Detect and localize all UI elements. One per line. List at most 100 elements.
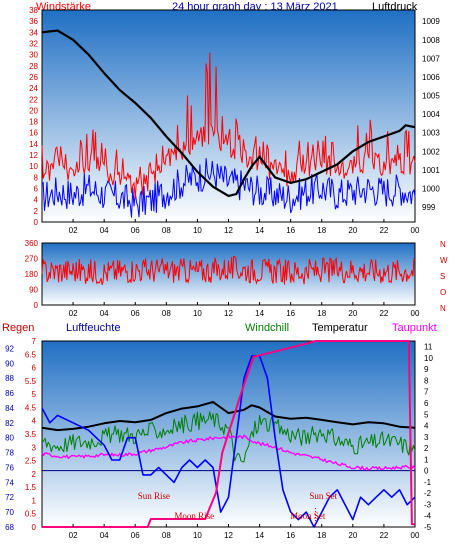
dir-x-tick-label: 12 <box>224 309 233 318</box>
pressure-axis-label: 1001 <box>422 166 440 175</box>
annotation-label: Moon Set <box>290 511 326 521</box>
top-x-tick-label: 12 <box>224 226 233 235</box>
humidity-axis-label: 88 <box>5 374 14 383</box>
wind-axis-label: 26 <box>29 73 38 82</box>
temperature-axis-label: 10 <box>424 354 433 363</box>
wind-axis-label: 8 <box>34 173 39 182</box>
series-regen-line <box>42 340 415 528</box>
dir-x-tick-label: 02 <box>69 309 78 318</box>
pressure-axis-label: 999 <box>422 203 436 212</box>
wind-axis-label: 4 <box>34 196 39 205</box>
humidity-axis-label: 90 <box>5 359 14 368</box>
bot-x-tick-label: 12 <box>224 531 233 540</box>
wind-speed-band <box>41 158 416 218</box>
wind-axis-label: 22 <box>29 95 38 104</box>
pressure-axis-label: 1006 <box>422 73 440 82</box>
humidity-axis-label: 76 <box>5 463 14 472</box>
legend-temperature: Temperatur <box>312 322 368 334</box>
dir-x-tick-label: 04 <box>100 309 109 318</box>
top-panel-marks: 0246810121416182022242628303234363899910… <box>29 6 440 235</box>
bot-x-tick-label: 18 <box>317 531 326 540</box>
wind-axis-label: 38 <box>29 6 38 15</box>
bot-x-tick-label: 02 <box>69 531 78 540</box>
rain-axis-label: 1 <box>32 496 37 505</box>
temperature-axis-label: 5 <box>424 410 429 419</box>
wind-axis-label: 0 <box>34 218 39 227</box>
direction-axis-label: 0 <box>34 301 39 310</box>
humidity-axis-label: 74 <box>5 478 14 487</box>
rain-axis-label: 4 <box>32 417 37 426</box>
wind-axis-label: 16 <box>29 129 38 138</box>
humidity-axis-label: 80 <box>5 434 14 443</box>
top-x-tick-label: 16 <box>286 226 295 235</box>
top-x-tick-label: 18 <box>317 226 326 235</box>
top-x-tick-label: 06 <box>131 226 140 235</box>
annotation-label: Sun Set <box>309 491 337 501</box>
wind-axis-label: 10 <box>29 162 38 171</box>
wind-axis-label: 12 <box>29 151 38 160</box>
compass-label: S <box>440 272 445 281</box>
wind-axis-label: 36 <box>29 17 38 26</box>
pressure-axis-label: 1005 <box>422 92 440 101</box>
top-x-tick-label: 20 <box>348 226 357 235</box>
rain-axis-label: 7 <box>32 337 37 346</box>
dir-x-tick-label: 16 <box>286 309 295 318</box>
top-x-tick-label: 22 <box>379 226 388 235</box>
compass-label: N <box>440 304 446 313</box>
dir-x-tick-label: 06 <box>131 309 140 318</box>
temperature-axis-label: -1 <box>424 478 432 487</box>
rain-axis-label: 6 <box>32 364 37 373</box>
pressure-axis-label: 1002 <box>422 147 440 156</box>
wind-gust-line <box>41 52 416 199</box>
humidity-axis-label: 72 <box>5 493 14 502</box>
temperature-axis-label: 6 <box>424 399 429 408</box>
temperature-axis-label: -4 <box>424 512 432 521</box>
compass-label: W <box>440 256 448 265</box>
legend-rain: Regen <box>2 322 34 334</box>
dir-x-tick-label: 00 <box>411 309 420 318</box>
dir-x-tick-label: 22 <box>379 309 388 318</box>
top-plot-area <box>41 9 416 223</box>
compass-label: N <box>440 240 446 249</box>
series-windchill-line <box>41 411 416 463</box>
dir-x-tick-label: 20 <box>348 309 357 318</box>
humidity-axis-label: 86 <box>5 389 14 398</box>
wind-axis-label: 18 <box>29 118 38 127</box>
top-x-tick-label: 04 <box>100 226 109 235</box>
temperature-axis-label: 4 <box>424 422 429 431</box>
pressure-axis-label: 1000 <box>422 185 440 194</box>
humidity-axis-label: 84 <box>5 404 14 413</box>
direction-axis-label: 180 <box>25 270 39 279</box>
wind-axis-label: 24 <box>29 84 38 93</box>
direction-axis-label: 360 <box>25 239 39 248</box>
direction-axis-label: 270 <box>25 255 39 264</box>
pressure-line <box>41 29 416 198</box>
humidity-axis-label: 70 <box>5 508 14 517</box>
pressure-axis-label: 1007 <box>422 54 440 63</box>
pressure-axis-label: 1008 <box>422 36 440 45</box>
bot-x-tick-label: 00 <box>411 531 420 540</box>
compass-label: O <box>440 288 446 297</box>
legend-humidity: Luftfeuchte <box>66 322 120 334</box>
bot-x-tick-label: 04 <box>100 531 109 540</box>
humidity-axis-label: 92 <box>5 344 14 353</box>
wind-axis-label: 32 <box>29 39 38 48</box>
dir-x-tick-label: 18 <box>317 309 326 318</box>
bot-x-tick-label: 10 <box>193 531 202 540</box>
temperature-axis-label: 9 <box>424 365 429 374</box>
rain-axis-label: 3 <box>32 443 37 452</box>
temperature-axis-label: 3 <box>424 433 429 442</box>
legend-windchill: Windchill <box>245 322 289 334</box>
series-temperatur-line <box>41 400 416 432</box>
dir-x-tick-label: 10 <box>193 309 202 318</box>
humidity-axis-label: 82 <box>5 419 14 428</box>
temperature-axis-label: -5 <box>424 523 432 532</box>
top-x-tick-label: 00 <box>411 226 420 235</box>
dir-x-tick-label: 14 <box>255 309 264 318</box>
wind-axis-label: 14 <box>29 140 38 149</box>
top-x-tick-label: 02 <box>69 226 78 235</box>
temperature-axis-label: 7 <box>424 388 429 397</box>
rain-axis-label: 6.5 <box>25 350 37 359</box>
annotation-label: Sun Rise <box>138 491 170 501</box>
